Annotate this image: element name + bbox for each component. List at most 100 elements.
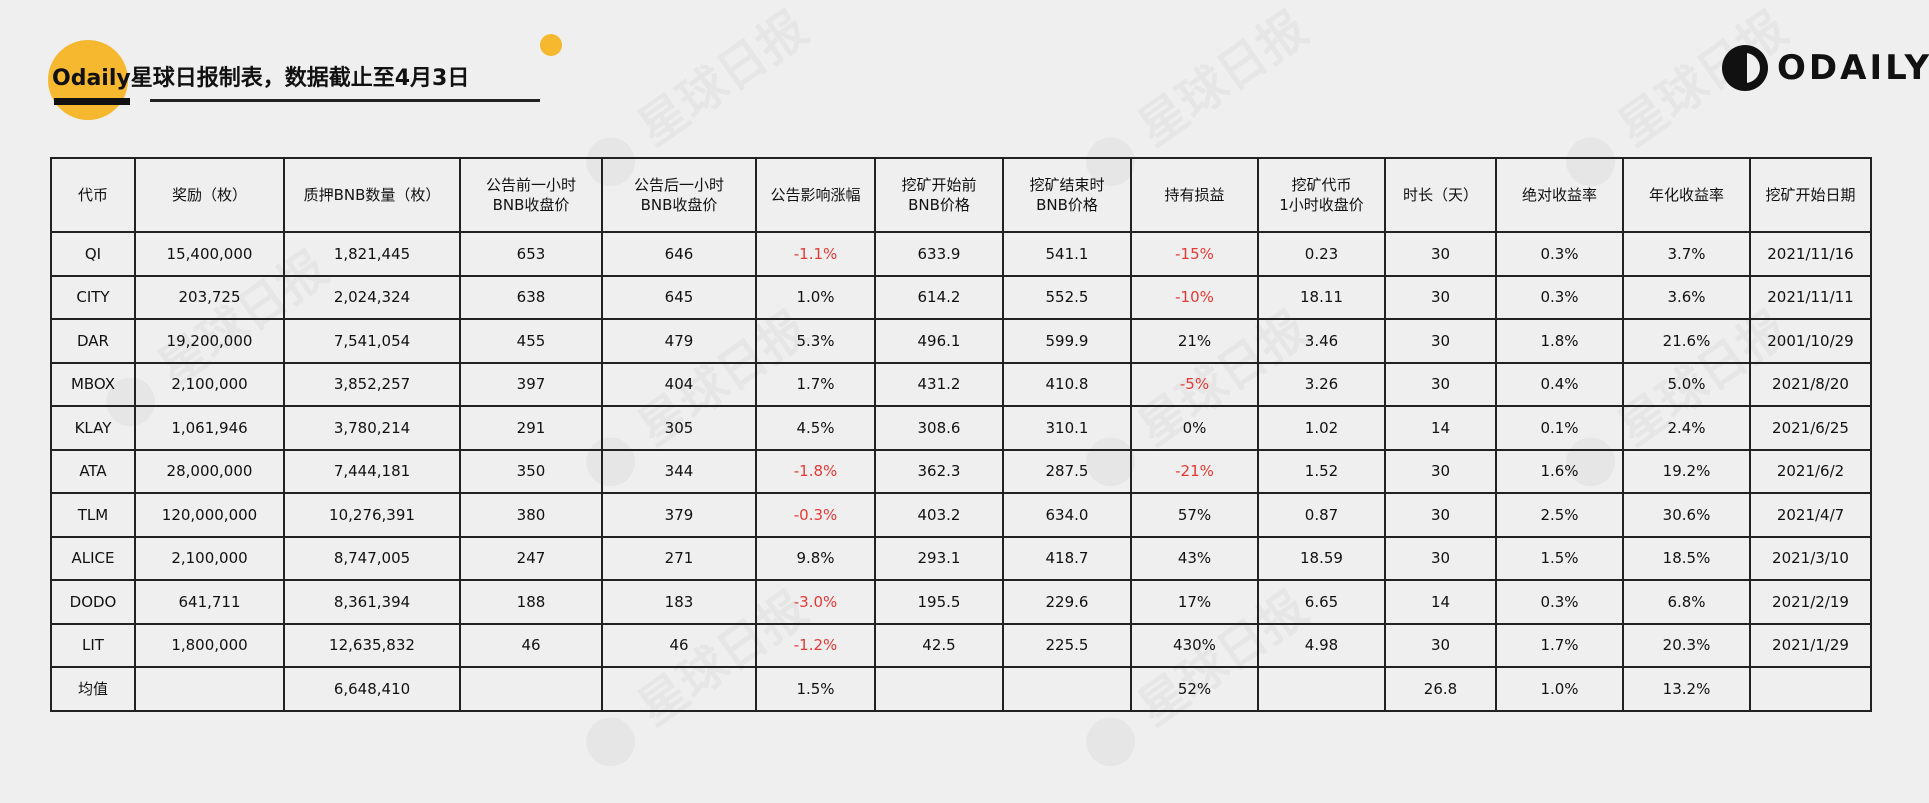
column-header-line1: 时长（天） <box>1402 186 1478 204</box>
table-cell: 6.65 <box>1257 579 1386 625</box>
table-cell: 1.0% <box>1495 666 1624 712</box>
table-cell: 2,100,000 <box>134 535 285 581</box>
column-header-line1: 挖矿开始日期 <box>1765 186 1856 204</box>
table-cell: 633.9 <box>874 231 1004 277</box>
table-cell: 46 <box>601 622 757 668</box>
table-cell: 2.5% <box>1495 492 1624 538</box>
table-cell: 0.1% <box>1495 405 1624 451</box>
odaily-logo-icon <box>1722 45 1768 91</box>
title-underline-thick <box>54 98 130 105</box>
table-cell: 305 <box>601 405 757 451</box>
table-cell: 403.2 <box>874 492 1004 538</box>
table-cell: 18.11 <box>1257 274 1386 320</box>
table-cell: 0.3% <box>1495 274 1624 320</box>
table-cell: 15,400,000 <box>134 231 285 277</box>
table-header-row: 代币 奖励（枚） 质押BNB数量（枚） 公告前一小时 BNB收盘价 公告后一小时 BNB收盘… <box>50 157 1872 233</box>
table-cell: 310.1 <box>1002 405 1132 451</box>
table-cell: 20.3% <box>1622 622 1751 668</box>
table-cell: 431.2 <box>874 361 1004 407</box>
column-header: 挖矿结束时 BNB价格 <box>1002 157 1132 233</box>
table-cell <box>1257 666 1386 712</box>
table-cell: 均值 <box>50 666 136 712</box>
table-cell: 2021/11/11 <box>1749 274 1872 320</box>
table-cell: 1.52 <box>1257 448 1386 494</box>
table-cell: 19,200,000 <box>134 318 285 364</box>
column-header: 挖矿开始日期 <box>1749 157 1872 233</box>
table-cell <box>1002 666 1132 712</box>
table-cell: 2,100,000 <box>134 361 285 407</box>
table-cell: 43% <box>1130 535 1259 581</box>
table-cell: -15% <box>1130 231 1259 277</box>
table-cell: 379 <box>601 492 757 538</box>
table-cell: 430% <box>1130 622 1259 668</box>
table-cell: 0.4% <box>1495 361 1624 407</box>
table-row: DAR 19,200,000 7,541,054 455 479 5.3% 496.1 599… <box>50 318 1872 364</box>
table-cell: 3.6% <box>1622 274 1751 320</box>
table-cell: 30 <box>1384 318 1497 364</box>
table-cell: 293.1 <box>874 535 1004 581</box>
table-cell: 19.2% <box>1622 448 1751 494</box>
table-cell: 1.5% <box>755 666 876 712</box>
table-cell: 1.6% <box>1495 448 1624 494</box>
column-header: 公告前一小时 BNB收盘价 <box>459 157 603 233</box>
table-cell: -5% <box>1130 361 1259 407</box>
table-cell: 496.1 <box>874 318 1004 364</box>
table-cell: 2021/2/19 <box>1749 579 1872 625</box>
table-cell: 1.8% <box>1495 318 1624 364</box>
table-cell: 2.4% <box>1622 405 1751 451</box>
table-cell: 646 <box>601 231 757 277</box>
table-cell: 4.5% <box>755 405 876 451</box>
table-cell <box>459 666 603 712</box>
table-cell: 52% <box>1130 666 1259 712</box>
table-cell: 120,000,000 <box>134 492 285 538</box>
column-header: 绝对收益率 <box>1495 157 1624 233</box>
table-cell <box>601 666 757 712</box>
column-header: 质押BNB数量（枚） <box>283 157 461 233</box>
table-cell <box>134 666 285 712</box>
column-header-line1: 绝对收益率 <box>1521 186 1597 204</box>
table-row: TLM 120,000,000 10,276,391 380 379 -0.3% 403.2… <box>50 492 1872 538</box>
table-cell: 225.5 <box>1002 622 1132 668</box>
table-row: CITY 203,725 2,024,324 638 645 1.0% 614.2 552.5… <box>50 274 1872 320</box>
table-cell: 653 <box>459 231 603 277</box>
table-cell: 1.02 <box>1257 405 1386 451</box>
table-cell: TLM <box>50 492 136 538</box>
table-cell: 638 <box>459 274 603 320</box>
table-cell: 641,711 <box>134 579 285 625</box>
column-header-line1: 奖励（枚） <box>171 186 247 204</box>
table-cell: -21% <box>1130 448 1259 494</box>
table-cell: 380 <box>459 492 603 538</box>
column-header-line2: 1小时收盘价 <box>1279 196 1364 214</box>
table-cell: 1.5% <box>1495 535 1624 581</box>
table-cell: 1.7% <box>755 361 876 407</box>
column-header: 持有损益 <box>1130 157 1259 233</box>
column-header-line1: 挖矿代币 <box>1291 176 1352 194</box>
table-cell: 195.5 <box>874 579 1004 625</box>
table-cell: 18.59 <box>1257 535 1386 581</box>
table-cell: 1.0% <box>755 274 876 320</box>
table-cell: 4.98 <box>1257 622 1386 668</box>
table-cell: 479 <box>601 318 757 364</box>
table-cell: 28,000,000 <box>134 448 285 494</box>
table-cell: 7,541,054 <box>283 318 461 364</box>
title-accent-circle <box>48 40 128 120</box>
table-cell: ALICE <box>50 535 136 581</box>
table-row: KLAY 1,061,946 3,780,214 291 305 4.5% 308.6 310… <box>50 405 1872 451</box>
column-header-line2: BNB收盘价 <box>492 196 570 214</box>
table-cell: LIT <box>50 622 136 668</box>
table-cell: 2001/10/29 <box>1749 318 1872 364</box>
table-cell: ATA <box>50 448 136 494</box>
column-header: 挖矿开始前 BNB价格 <box>874 157 1004 233</box>
column-header-line1: 挖矿结束时 <box>1029 176 1105 194</box>
table-cell: 46 <box>459 622 603 668</box>
table-cell: 13.2% <box>1622 666 1751 712</box>
column-header-line1: 质押BNB数量（枚） <box>303 186 441 204</box>
table-cell: 410.8 <box>1002 361 1132 407</box>
average-row: 均值 6,648,410 1.5% 52% 26.8 1.0% 13.2% <box>50 666 1872 712</box>
table-cell: 12,635,832 <box>283 622 461 668</box>
table-cell: 0.87 <box>1257 492 1386 538</box>
table-cell: 6.8% <box>1622 579 1751 625</box>
table-cell: 2021/6/2 <box>1749 448 1872 494</box>
table-cell: 3.7% <box>1622 231 1751 277</box>
table-cell: 21.6% <box>1622 318 1751 364</box>
